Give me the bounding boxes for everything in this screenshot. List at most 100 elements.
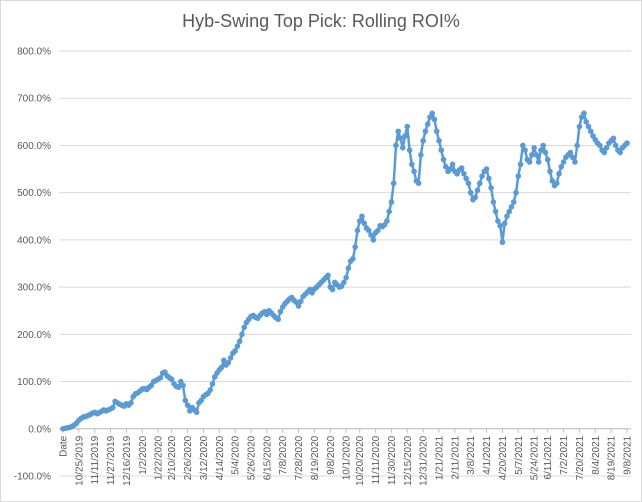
data-point: [402, 133, 408, 139]
data-point: [399, 145, 406, 151]
x-tick-label: 11/11/2019: [90, 435, 101, 484]
data-point: [499, 239, 506, 246]
data-point: [560, 159, 567, 165]
x-tick-label: 10/20/2020: [355, 435, 366, 485]
data-point: [168, 376, 175, 382]
data-point: [479, 173, 485, 179]
data-point: [184, 402, 191, 408]
data-point: [397, 135, 404, 142]
data-point: [488, 185, 494, 191]
data-point: [529, 152, 535, 158]
data-point: [583, 119, 590, 125]
data-point: [411, 168, 417, 175]
data-point: [343, 274, 349, 281]
x-tick-label: 2/11/2021: [450, 435, 461, 479]
x-tick-label: 12/16/2019: [122, 435, 133, 485]
data-point: [544, 156, 551, 163]
x-tick-label: 3/12/2020: [199, 435, 210, 480]
x-tick-label: 1/21/2021: [435, 435, 446, 480]
data-point: [617, 149, 624, 156]
data-point: [492, 208, 499, 215]
data-point: [612, 142, 619, 149]
data-point: [549, 178, 556, 184]
data-point: [359, 213, 365, 220]
x-tick-label: 4/14/2020: [215, 435, 226, 480]
data-point: [209, 381, 216, 387]
x-tick-label: 8/19/2021: [607, 435, 618, 480]
data-point: [418, 152, 424, 158]
x-tick-label: 5/7/2021: [514, 435, 525, 474]
data-point: [395, 128, 402, 135]
data-point: [490, 199, 497, 205]
x-tick-label: 5/26/2020: [247, 435, 258, 480]
data-point: [465, 180, 472, 187]
data-point: [520, 142, 526, 149]
x-tick-label: 1/2/2020: [138, 435, 149, 474]
data-point: [234, 343, 241, 349]
data-point: [329, 286, 336, 293]
x-tick-label: 5/4/2020: [231, 435, 242, 474]
data-point: [409, 161, 415, 168]
x-tick-label: 11/27/2019: [106, 435, 117, 485]
data-point: [522, 147, 528, 153]
data-point: [422, 128, 429, 135]
data-point: [420, 137, 426, 144]
y-tick-label: 300.0%: [17, 283, 51, 294]
data-point: [483, 166, 490, 172]
data-point: [463, 175, 469, 182]
x-tick-label: 4/20/2021: [498, 435, 509, 480]
data-point: [526, 159, 533, 165]
data-point: [239, 331, 245, 338]
data-point: [531, 145, 537, 151]
x-tick-label: 9/8/2020: [326, 435, 337, 474]
data-point: [440, 156, 447, 163]
data-point: [354, 227, 361, 234]
data-point: [535, 159, 542, 165]
data-point: [467, 189, 474, 196]
y-tick-label: 600.0%: [17, 141, 51, 152]
data-point: [182, 397, 189, 404]
x-tick-label: 12/31/2020: [419, 435, 430, 485]
data-point: [610, 135, 617, 142]
data-point: [624, 140, 630, 146]
x-tick-label: 5/24/2021: [530, 435, 541, 480]
x-tick-label: 10/25/2019: [74, 435, 85, 485]
data-point: [449, 161, 456, 168]
data-point: [601, 149, 608, 156]
data-point: [581, 110, 587, 117]
x-tick-label: 3/8/2021: [466, 435, 477, 474]
data-point: [508, 204, 515, 210]
x-tick-label: 7/2/2021: [559, 435, 570, 474]
data-point: [221, 357, 227, 364]
data-point: [415, 180, 422, 187]
data-point: [232, 348, 238, 354]
chart-title: Hyb-Swing Top Pick: Rolling ROI%: [182, 11, 460, 31]
x-tick-label: 11/30/2020: [387, 435, 398, 485]
y-tick-label: 0.0%: [28, 424, 51, 435]
data-point: [404, 123, 411, 130]
data-point: [585, 123, 592, 130]
data-point: [438, 147, 445, 153]
data-point: [350, 255, 356, 262]
x-tick-label: 4/1/2021: [482, 435, 493, 474]
data-point: [476, 180, 483, 187]
data-point: [384, 218, 390, 224]
data-point: [497, 222, 503, 229]
data-point: [345, 265, 352, 272]
data-point: [547, 168, 553, 175]
data-point: [368, 232, 374, 238]
data-point: [225, 359, 232, 366]
data-point: [436, 137, 442, 144]
data-point: [390, 180, 397, 187]
data-point: [433, 128, 440, 135]
data-point: [275, 316, 281, 323]
data-point: [424, 121, 431, 127]
data-point: [576, 123, 583, 130]
x-tick-label: 7/20/2021: [575, 435, 586, 480]
data-point: [517, 161, 524, 168]
data-point: [110, 404, 116, 411]
y-tick-label: 400.0%: [17, 235, 51, 246]
data-point: [370, 237, 377, 243]
y-tick-label: 200.0%: [17, 330, 51, 341]
